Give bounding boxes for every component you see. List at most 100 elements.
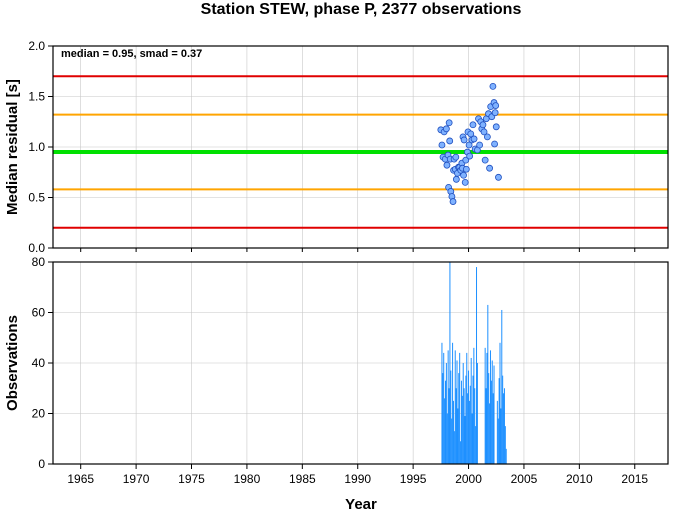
observation-bar (486, 352, 488, 464)
observation-bar (505, 448, 507, 464)
residual-point (438, 141, 446, 149)
residual-point (495, 173, 502, 181)
residual-point (492, 102, 500, 109)
residual-point (466, 152, 474, 160)
residual-point (481, 156, 489, 164)
observation-bar (457, 408, 459, 464)
observation-bar (469, 385, 471, 464)
observation-bar (449, 262, 451, 464)
year-x-tick-label: 2015 (621, 472, 648, 486)
residual-point (462, 165, 470, 173)
observation-bar (465, 375, 467, 464)
year-x-tick-label: 1980 (234, 472, 261, 486)
year-x-tick-label: 1985 (289, 472, 316, 486)
observation-bar (461, 395, 463, 464)
observations-y-tick-label: 40 (32, 356, 46, 370)
observation-bar (468, 370, 470, 464)
year-x-tick-label: 1995 (400, 472, 427, 486)
year-x-tick-label: 1975 (178, 472, 205, 486)
residual-point (465, 141, 473, 149)
observation-bar (492, 393, 494, 464)
residual-panel: 0.0 0.5 1.0 1.5 2.0 median = 0.95, smad = 0.… (4, 39, 669, 255)
year-x-tick-label: 1970 (123, 472, 150, 486)
residual-point (452, 153, 460, 161)
observations-panel: 0 20 40 60 80 1965 1970 1975 1980 1985 1990 1995 20… (4, 255, 669, 511)
residual-point (491, 140, 498, 148)
residual-point (461, 178, 469, 186)
year-x-label: Year (345, 496, 377, 511)
observations-y-label: Observations (4, 315, 21, 411)
observation-bar (444, 398, 446, 464)
observation-bar (489, 350, 491, 464)
residual-point (489, 83, 497, 90)
observation-bar (453, 431, 455, 464)
residual-y-tick-label: 2.0 (28, 39, 45, 53)
residual-point (460, 136, 468, 144)
observation-bar (499, 342, 501, 464)
observation-bar (491, 360, 493, 464)
residual-y-tick-label: 0.0 (28, 241, 45, 255)
observations-y-tick-label: 60 (32, 306, 46, 320)
observation-bar (464, 416, 466, 464)
observation-bar (502, 375, 504, 464)
residual-point (469, 121, 477, 129)
observations-grid (53, 261, 668, 465)
observation-bar (454, 350, 456, 464)
observation-bar (458, 373, 460, 464)
year-x-tick-label: 1990 (344, 472, 371, 486)
observation-bar (456, 360, 458, 464)
residual-point (460, 171, 467, 179)
observation-bar (488, 373, 490, 464)
observation-bar (444, 380, 446, 464)
year-x-tick-label: 1965 (67, 472, 94, 486)
residual-point (483, 133, 491, 141)
observation-bar (473, 347, 475, 464)
residual-point (486, 164, 493, 172)
residual-point (476, 141, 484, 149)
observation-bar (463, 388, 465, 464)
residual-y-ticks: 0.0 0.5 1.0 1.5 2.0 (28, 39, 636, 255)
observation-bar (441, 342, 443, 464)
observation-bar (484, 347, 486, 464)
stats-annotation: median = 0.95, smad = 0.37 (61, 48, 202, 60)
observations-y-ticks: 0 20 40 60 80 (32, 255, 53, 471)
observation-bar (485, 388, 487, 464)
observation-bar (452, 400, 454, 464)
observation-bar (466, 352, 468, 464)
observation-bar (459, 352, 461, 464)
observation-bar (446, 413, 448, 464)
residual-points (437, 83, 502, 205)
reference-lines (53, 75, 668, 229)
observation-bar (501, 309, 503, 464)
residual-point (446, 137, 454, 145)
observation-bar (451, 418, 453, 464)
observation-bar (475, 426, 477, 464)
observation-bar (470, 357, 472, 464)
residual-point (452, 175, 460, 183)
residual-point (445, 119, 453, 127)
observation-bar (455, 388, 457, 464)
year-x-tick-label: 2010 (566, 472, 593, 486)
observation-bar (498, 378, 500, 464)
residual-point (449, 198, 457, 205)
observation-bar (460, 380, 462, 464)
residual-point (491, 109, 499, 117)
observation-bar (460, 441, 462, 464)
observation-bar (467, 393, 469, 464)
observation-bar (450, 370, 452, 464)
observation-bar (452, 342, 454, 464)
chart-title: Station STEW, phase P, 2377 observations (201, 1, 522, 18)
residual-point (479, 121, 487, 129)
year-x-tick-label: 2005 (511, 472, 538, 486)
residual-point (480, 128, 488, 136)
residual-y-tick-label: 0.5 (28, 191, 45, 205)
observation-bar (496, 400, 498, 464)
observation-bar (472, 375, 474, 464)
residual-point (443, 161, 451, 169)
observation-bar (497, 418, 499, 464)
observation-bar (487, 304, 489, 464)
observation-bar (443, 352, 445, 464)
observation-bars (441, 262, 507, 464)
observation-bar (489, 403, 491, 464)
